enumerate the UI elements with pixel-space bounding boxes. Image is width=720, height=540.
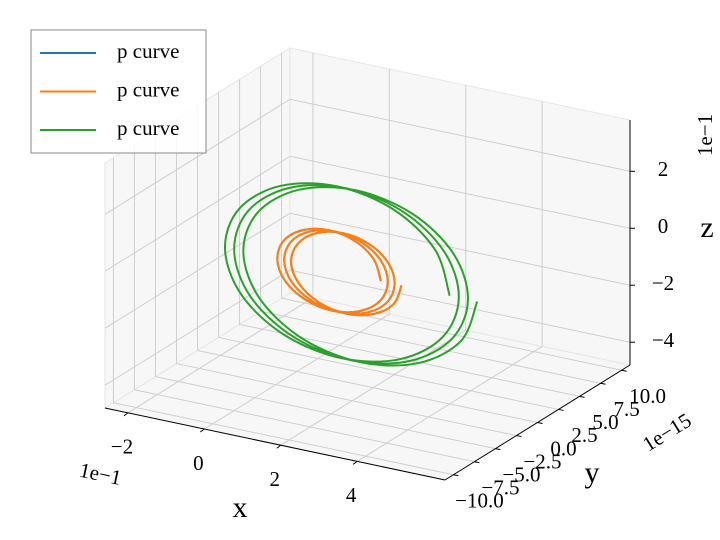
legend-label: p curve xyxy=(117,77,179,101)
x-tick-label: 4 xyxy=(346,483,357,507)
grid-line xyxy=(289,212,631,286)
y-tick xyxy=(495,448,501,451)
y-tick-label: 10.0 xyxy=(629,384,666,408)
series-line xyxy=(276,227,403,317)
y-tick xyxy=(600,382,606,385)
grid-line xyxy=(289,269,631,343)
grid-line xyxy=(134,389,475,463)
grid-line xyxy=(104,212,291,329)
grid-line xyxy=(281,297,622,371)
y-tick xyxy=(516,435,522,438)
y-tick-label: 0.0 xyxy=(550,436,576,460)
grid-line xyxy=(104,98,291,215)
x-tick xyxy=(276,444,282,449)
z-tick-label: −4 xyxy=(652,328,675,352)
y-tick xyxy=(474,461,480,464)
y-tick xyxy=(537,422,543,424)
z-axis-label: z xyxy=(700,211,713,244)
x-tick-label: −2 xyxy=(111,435,133,459)
y-tick-label: −10.0 xyxy=(455,489,504,513)
y-tick xyxy=(558,408,564,411)
axis-line xyxy=(104,407,446,481)
grid-line xyxy=(289,155,631,229)
y-tick-label: 7.5 xyxy=(613,397,639,421)
y-tick-label: −2.5 xyxy=(523,449,561,473)
y-tick-label: −5.0 xyxy=(502,462,540,486)
z-tick-label: 0 xyxy=(658,214,669,238)
y-offset-text: 1e−15 xyxy=(638,408,695,456)
legend-label: p curve xyxy=(117,39,179,63)
grid-line xyxy=(176,363,517,437)
y-tick-label: −7.5 xyxy=(481,476,519,500)
grid-line xyxy=(218,336,559,410)
x-axis-label: x xyxy=(233,491,248,524)
x-tick-label: 0 xyxy=(193,451,204,475)
x-tick xyxy=(200,428,205,433)
legend-label: p curve xyxy=(117,116,179,140)
z-tick-label: −2 xyxy=(652,271,674,295)
y-tick xyxy=(621,369,627,372)
y-tick-label: 5.0 xyxy=(592,410,618,434)
x-tick xyxy=(123,412,129,417)
axis-line xyxy=(444,364,631,481)
y-tick xyxy=(579,395,585,398)
z-offset-text: 1e−1 xyxy=(693,114,717,156)
z-tick-label: 2 xyxy=(658,157,669,181)
grid-line xyxy=(289,98,631,172)
y-tick xyxy=(453,474,459,477)
grid-line xyxy=(113,402,454,476)
y-axis-label: y xyxy=(585,456,600,489)
grid-line xyxy=(155,376,496,450)
series-line xyxy=(224,182,479,367)
grid-line xyxy=(197,350,538,423)
x-tick-label: 2 xyxy=(269,467,280,491)
y-tick-label: 2.5 xyxy=(571,423,597,447)
grid-line xyxy=(104,269,291,386)
x-tick xyxy=(352,460,358,465)
x-offset-text: 1e−1 xyxy=(77,458,123,490)
grid-line xyxy=(104,155,291,272)
